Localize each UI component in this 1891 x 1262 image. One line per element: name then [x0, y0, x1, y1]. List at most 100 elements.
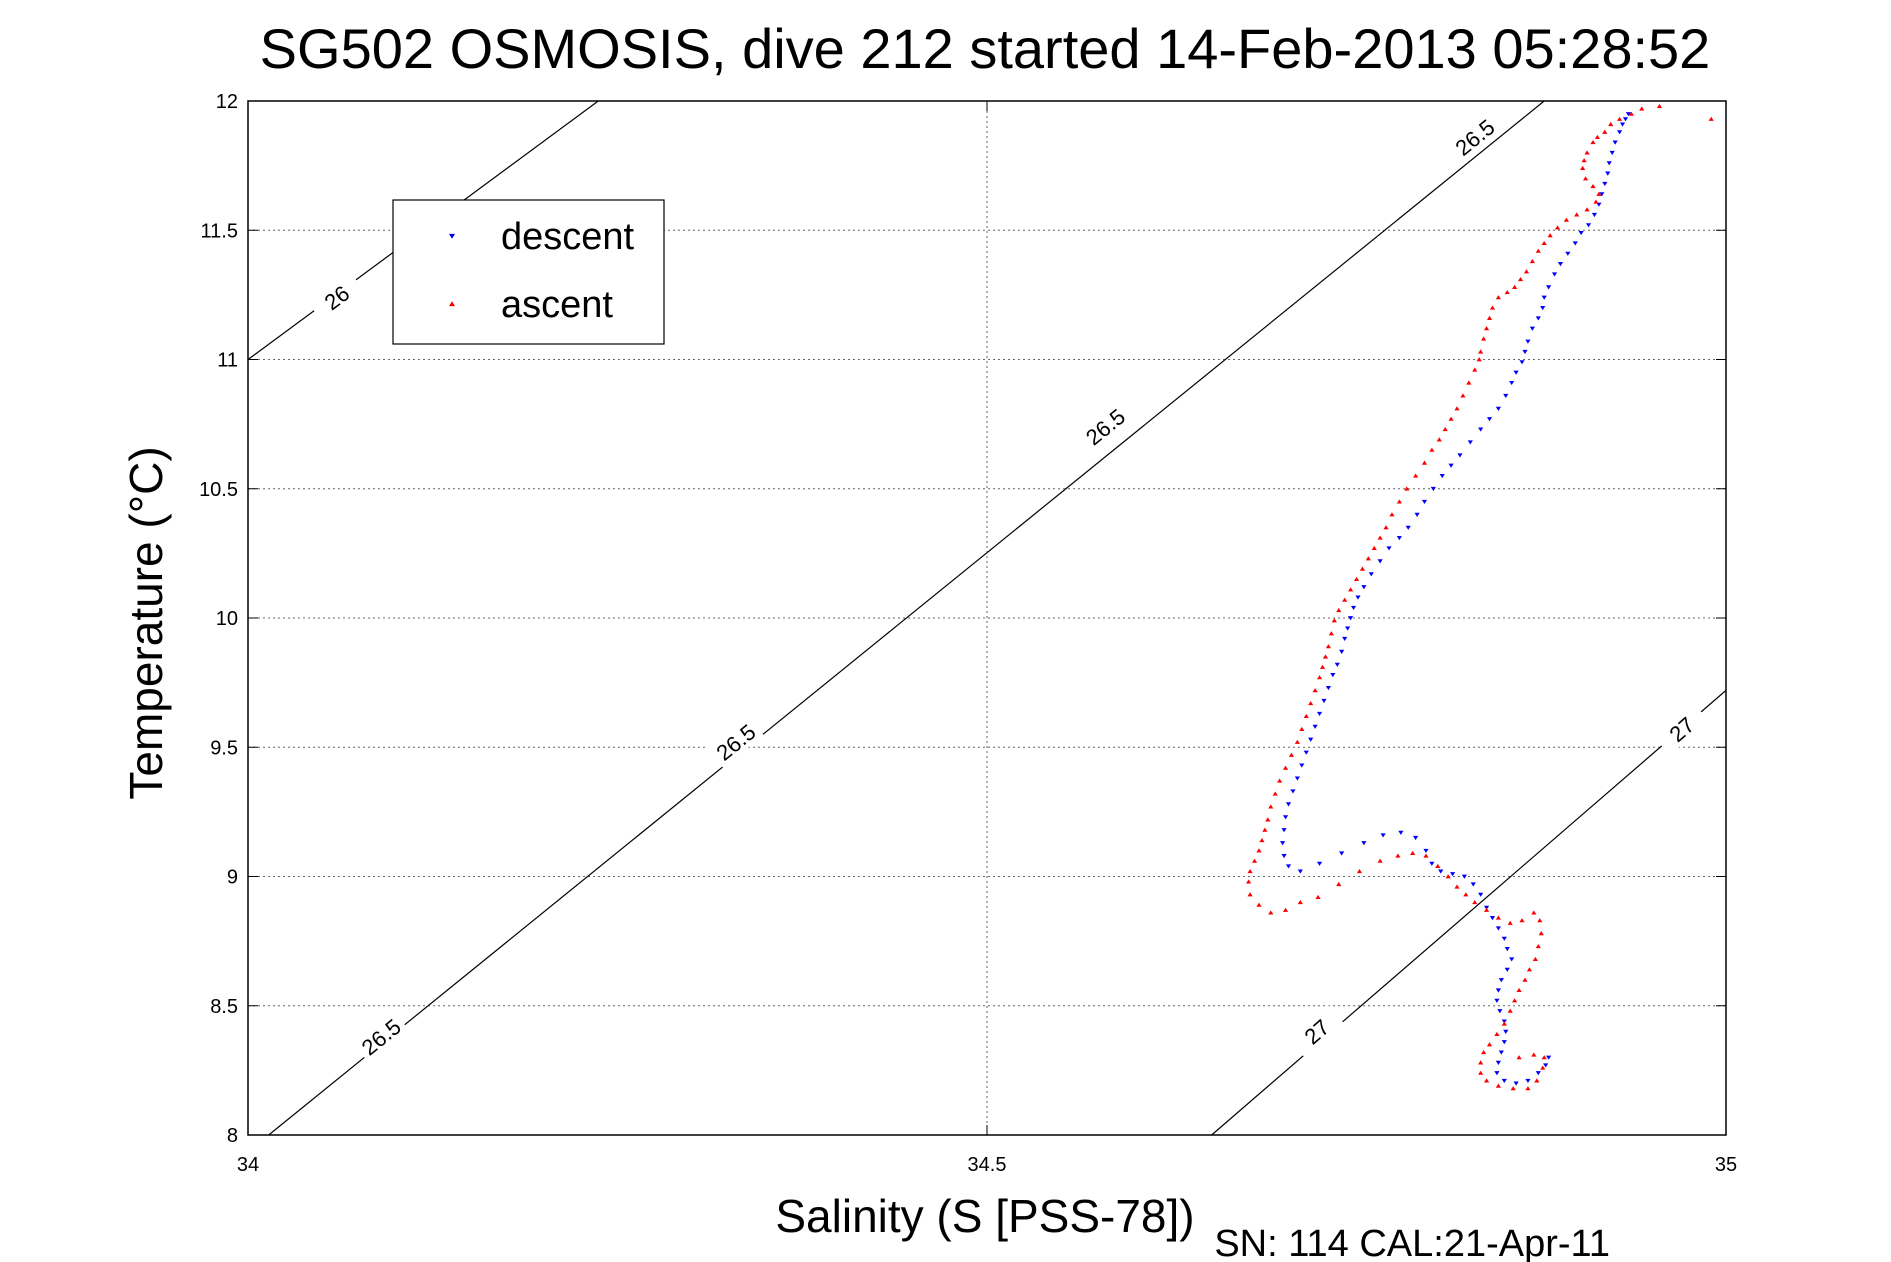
descent-point	[1489, 916, 1496, 921]
ascent-point	[1325, 644, 1332, 649]
ascent-point	[1256, 902, 1262, 907]
descent-point	[1299, 763, 1305, 768]
ascent-series	[1246, 103, 1714, 1091]
ascent-point	[1429, 447, 1435, 452]
descent-point	[1498, 978, 1504, 983]
ascent-point	[1282, 765, 1289, 770]
descent-point	[1285, 802, 1292, 807]
descent-point	[1546, 285, 1552, 290]
ascent-point	[1507, 920, 1513, 925]
descent-point	[1585, 223, 1592, 228]
ascent-point	[1315, 894, 1321, 899]
descent-point	[1546, 1055, 1552, 1060]
ascent-point	[1535, 248, 1541, 253]
ascent-point	[1445, 874, 1451, 879]
descent-point	[1622, 117, 1629, 122]
descent-point	[1591, 212, 1598, 218]
descent-point	[1602, 181, 1608, 187]
descent-point	[1430, 486, 1436, 492]
calibration-footer: SN: 114 CAL:21-Apr-11	[1214, 1223, 1610, 1262]
contour-label: 26.5	[706, 714, 764, 768]
ascent-point	[1529, 258, 1535, 264]
ascent-point	[1590, 140, 1596, 145]
contour-label: 26.5	[1076, 399, 1133, 453]
ascent-point	[1584, 150, 1590, 155]
contour-label: 27	[1652, 701, 1710, 756]
descent-point	[1494, 1071, 1500, 1076]
descent-point	[1325, 685, 1332, 691]
ascent-point	[1472, 367, 1478, 372]
ascent-point	[1639, 106, 1645, 111]
x-tick-label: 34.5	[968, 1154, 1007, 1176]
ascent-point	[1628, 111, 1635, 116]
ascent-point	[1486, 315, 1493, 320]
y-tick-label: 12	[216, 91, 238, 113]
y-tick-label: 11	[217, 350, 238, 372]
ascent-point	[1383, 525, 1389, 530]
ascent-point	[1277, 778, 1283, 783]
descent-point	[1504, 947, 1510, 952]
y-axis-label: Temperature (°C)	[120, 446, 172, 799]
ascent-point	[1268, 804, 1274, 809]
descent-point	[1551, 272, 1558, 277]
ascent-point	[1540, 1065, 1546, 1070]
descent-point	[1503, 393, 1509, 399]
descent-point	[1280, 841, 1286, 846]
ascent-point	[1365, 556, 1371, 561]
x-tick-label: 34	[237, 1154, 259, 1176]
descent-point	[1303, 750, 1309, 755]
descent-point	[1339, 851, 1345, 856]
descent-point	[1525, 339, 1531, 344]
ascent-point	[1288, 752, 1295, 757]
descent-point	[1281, 828, 1287, 833]
ascent-point	[1322, 654, 1329, 659]
ascent-point	[1495, 1083, 1501, 1088]
y-tick-label: 8.5	[210, 996, 238, 1018]
ascent-point	[1448, 416, 1454, 421]
descent-point	[1423, 848, 1429, 853]
descent-point	[1316, 861, 1323, 866]
ascent-point	[1294, 739, 1300, 744]
descent-point	[1398, 830, 1404, 835]
ascent-point	[1303, 713, 1309, 719]
ascent-point	[1259, 837, 1265, 843]
descent-point	[1294, 776, 1300, 781]
descent-point	[1572, 241, 1578, 246]
ascent-point	[1584, 207, 1590, 212]
ascent-point	[1472, 900, 1478, 905]
ascent-point	[1481, 1049, 1487, 1055]
descent-point	[1599, 192, 1605, 197]
descent-point	[1405, 525, 1411, 530]
y-tick-label: 9	[227, 867, 238, 889]
ascent-point	[1523, 269, 1530, 274]
contour-line	[1211, 689, 1727, 1136]
ascent-point	[1435, 863, 1441, 868]
ascent-point	[1377, 858, 1383, 863]
y-tick-label: 10	[216, 608, 238, 630]
ascent-point	[1454, 406, 1460, 411]
ascent-point	[1336, 881, 1342, 887]
descent-point	[1380, 833, 1386, 838]
descent-point	[1609, 150, 1615, 156]
descent-point	[1457, 453, 1463, 458]
descent-point	[1513, 370, 1519, 375]
ascent-point	[1359, 566, 1366, 571]
descent-point	[1368, 572, 1374, 577]
descent-point	[1285, 864, 1292, 869]
descent-point	[1421, 499, 1428, 505]
y-tick-label: 10.5	[199, 479, 238, 501]
ascent-point	[1246, 879, 1252, 884]
descent-point	[1501, 936, 1507, 941]
descent-point	[1504, 967, 1510, 972]
descent-point	[1557, 262, 1564, 267]
descent-point	[1461, 874, 1467, 879]
tick-layer: 8 8.5 9 9.5 10 10.5 11 11.5 12 34 34.5 35	[199, 91, 1737, 1176]
ascent-point	[1436, 437, 1442, 442]
ascent-point	[1466, 380, 1472, 385]
ascent-point	[1512, 998, 1518, 1003]
descent-point	[1439, 474, 1445, 479]
descent-point	[1342, 636, 1348, 642]
ascent-point	[1421, 460, 1428, 465]
ascent-point	[1336, 607, 1342, 613]
